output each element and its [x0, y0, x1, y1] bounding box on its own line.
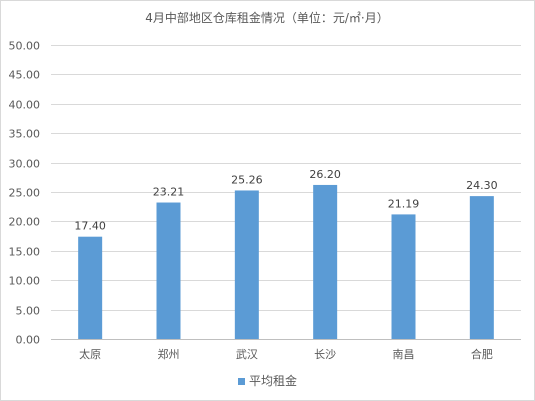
- legend-label: 平均租金: [249, 373, 297, 388]
- y-tick-label: 35.00: [9, 128, 41, 141]
- y-tick-label: 25.00: [9, 187, 41, 200]
- y-tick-label: 40.00: [9, 99, 41, 112]
- bar: [78, 236, 103, 339]
- data-label: 24.30: [466, 179, 498, 192]
- x-tick-label: 武汉: [236, 348, 258, 361]
- y-tick-label: 45.00: [9, 69, 41, 82]
- legend-swatch: [238, 378, 245, 385]
- y-tick-label: 20.00: [9, 216, 41, 229]
- y-tick-label: 10.00: [9, 275, 41, 288]
- x-axis: 太原 郑州 武汉 长沙 南昌 合肥: [79, 347, 493, 361]
- bar: [313, 184, 338, 339]
- grid-lines: [51, 45, 521, 340]
- y-axis: 0.00 5.00 10.00 15.00 20.00 25.00 30.00 35.00 40…: [9, 40, 41, 347]
- legend: 平均租金: [238, 373, 297, 388]
- y-tick-label: 15.00: [9, 246, 41, 259]
- bar: [156, 202, 181, 339]
- y-tick-label: 30.00: [9, 158, 41, 171]
- bar: [469, 196, 494, 339]
- x-tick-label: 长沙: [314, 348, 336, 361]
- data-label: 26.20: [309, 168, 341, 181]
- data-label: 17.40: [74, 220, 106, 233]
- y-tick-label: 50.00: [9, 40, 41, 53]
- bar: [391, 214, 416, 339]
- x-tick-label: 南昌: [393, 348, 415, 361]
- data-label: 21.19: [388, 197, 420, 210]
- chart-title: 4月中部地区仓库租金情况（单位：元/㎡·月）: [145, 10, 389, 25]
- data-labels: 17.40 23.21 25.26 26.20 21.19 24.30: [74, 168, 497, 233]
- data-label: 23.21: [153, 186, 185, 199]
- x-tick-label: 郑州: [158, 347, 180, 361]
- data-label: 25.26: [231, 173, 263, 186]
- bar: [234, 190, 259, 339]
- y-tick-label: 0.00: [16, 334, 41, 347]
- bar-series: [78, 184, 494, 339]
- x-tick-label: 合肥: [471, 347, 493, 361]
- x-tick-label: 太原: [79, 348, 101, 361]
- y-tick-label: 5.00: [16, 305, 41, 318]
